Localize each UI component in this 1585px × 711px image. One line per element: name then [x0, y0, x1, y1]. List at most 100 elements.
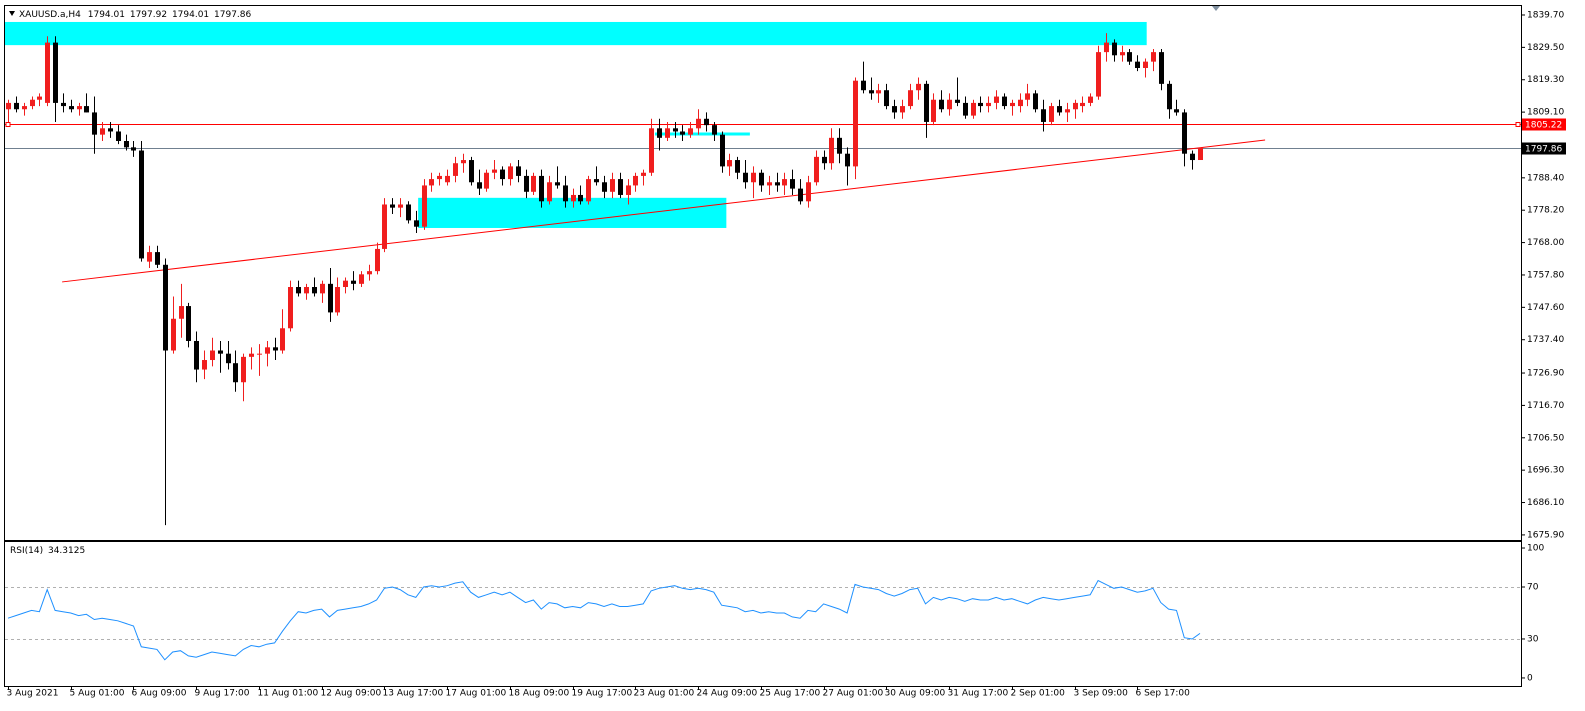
rsi-line	[7, 579, 1201, 661]
candle-body	[1143, 61, 1148, 68]
x-tick-label: 3 Aug 2021	[7, 689, 59, 699]
candle-body	[328, 283, 333, 313]
candle-body	[539, 175, 544, 202]
candle-body	[845, 153, 850, 167]
x-tick-label: 11 Aug 01:00	[258, 689, 319, 699]
candle-body	[1088, 96, 1093, 103]
y-tick-label: 30	[1527, 634, 1539, 644]
candle-body	[1135, 61, 1140, 68]
y-tick-label: 1696.30	[1527, 466, 1564, 476]
candle-body	[1127, 52, 1132, 62]
candle-body	[6, 102, 11, 110]
y-tick-label: 1747.60	[1527, 303, 1564, 313]
candle-body	[280, 328, 285, 351]
candle-body	[986, 102, 991, 107]
candle-body	[1041, 109, 1046, 122]
candle-body	[296, 287, 301, 294]
candle-body	[649, 128, 654, 173]
candle-body	[210, 350, 215, 361]
candle-body	[1018, 99, 1023, 107]
candle-body	[218, 350, 223, 354]
candle-body	[312, 287, 317, 294]
candle-body	[900, 106, 905, 113]
candle-body	[939, 99, 944, 110]
candle-body	[626, 185, 631, 195]
candle-body	[555, 182, 560, 186]
candle-body	[382, 204, 387, 249]
y-tick-label: 1809.10	[1527, 108, 1564, 118]
candle-body	[124, 141, 129, 148]
price-label-box	[1522, 118, 1566, 131]
candle-body	[147, 252, 152, 262]
candle-body	[437, 175, 442, 180]
candle-body	[602, 182, 607, 192]
x-tick-label: 25 Aug 17:00	[760, 689, 821, 699]
x-tick-label: 23 Aug 01:00	[634, 689, 695, 699]
candle-body	[116, 131, 121, 141]
y-tick-label: 1757.80	[1527, 270, 1564, 280]
candle-body	[673, 128, 678, 132]
candle-body	[186, 306, 191, 341]
candle-body	[751, 172, 756, 183]
candle-body	[414, 220, 419, 227]
candle-body	[508, 166, 513, 180]
x-tick-label: 12 Aug 09:00	[321, 689, 382, 699]
x-tick-label: 6 Sep 17:00	[1136, 689, 1191, 699]
y-tick-label: 70	[1527, 582, 1539, 592]
x-tick-label: 24 Aug 09:00	[697, 689, 758, 699]
candle-body	[837, 137, 842, 154]
candle-body	[477, 182, 482, 189]
candle-body	[853, 80, 858, 167]
open: 1794.01	[88, 10, 125, 20]
candle-body	[1182, 112, 1187, 154]
candle-body	[531, 175, 536, 192]
candle-body	[1025, 93, 1030, 100]
candle-body	[775, 182, 780, 186]
price-label-box	[1522, 142, 1566, 155]
candle-body	[320, 283, 325, 294]
y-tick-label: 1778.20	[1527, 206, 1564, 216]
candle-body	[390, 204, 395, 208]
high: 1797.92	[130, 10, 167, 20]
candle-body	[492, 169, 497, 173]
candle-body	[680, 131, 685, 135]
x-tick-label: 5 Aug 01:00	[70, 689, 125, 699]
candle-body	[1049, 106, 1054, 122]
y-tick-label: 1788.40	[1527, 173, 1564, 183]
candle-body	[806, 182, 811, 202]
candle-body	[782, 179, 787, 186]
x-tick-label: 13 Aug 17:00	[383, 689, 444, 699]
candle-body	[720, 134, 725, 167]
candle-body	[343, 280, 348, 288]
candle-body	[37, 96, 42, 100]
candle-body	[696, 118, 701, 129]
candle-body	[876, 90, 881, 94]
y-tick-label: 1829.50	[1527, 43, 1564, 53]
candle-body	[359, 274, 364, 284]
candle-body	[1065, 109, 1070, 113]
candle-body	[884, 90, 889, 107]
candle-body	[516, 166, 521, 176]
price-label: 1805.22	[1525, 121, 1562, 131]
candle-body	[1174, 109, 1179, 113]
candle-body	[727, 160, 732, 167]
candle-body	[578, 194, 583, 202]
candle-body	[131, 147, 136, 151]
candle-body	[814, 156, 819, 183]
rsi-value: 34.3125	[48, 546, 85, 556]
hline-handle	[5, 122, 11, 127]
candle-body	[1112, 42, 1117, 56]
shift-marker	[1212, 6, 1220, 11]
candle-body	[461, 160, 466, 164]
candle-body	[822, 156, 827, 164]
candle-body	[202, 360, 207, 370]
candle-body	[92, 112, 97, 135]
candle-body	[563, 185, 568, 202]
candle-body	[743, 172, 748, 183]
candle-body	[955, 99, 960, 103]
candle-body	[163, 264, 168, 351]
candle-body	[304, 287, 309, 294]
symbol: XAUUSD.a,H4	[19, 10, 81, 20]
y-tick-label: 1675.90	[1527, 530, 1564, 540]
